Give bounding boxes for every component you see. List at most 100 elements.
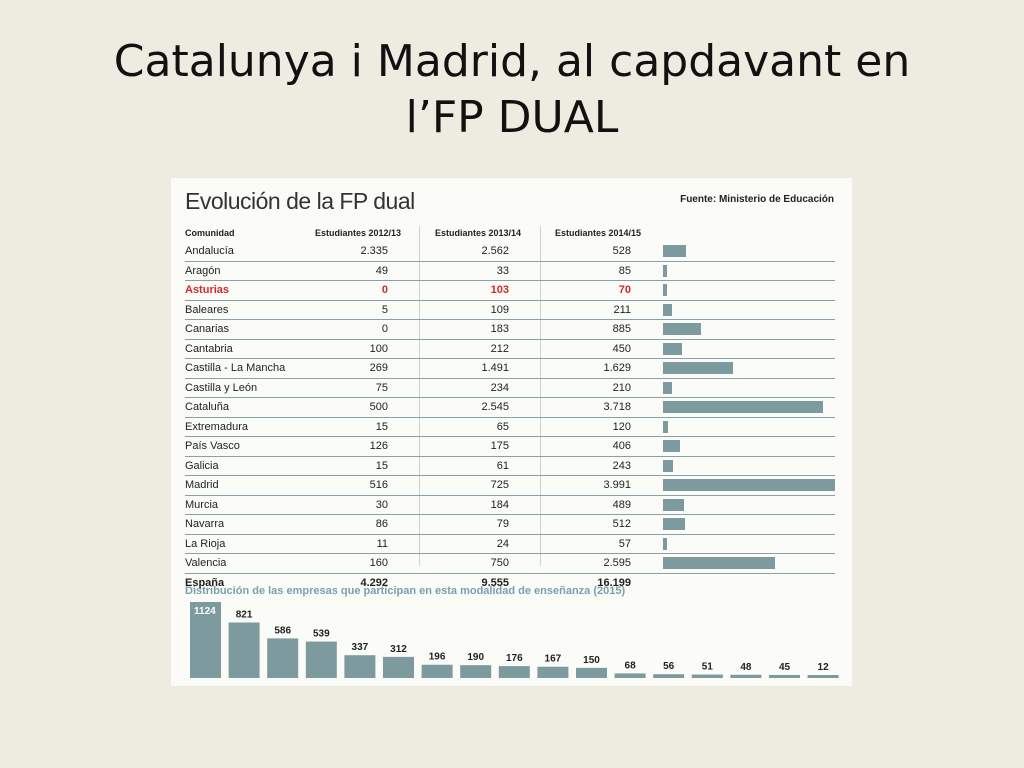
row-name: Castilla - La Mancha	[185, 362, 286, 374]
distribution-value-label: 176	[506, 653, 523, 664]
value-2013: 33	[496, 264, 509, 277]
bar-2014	[663, 362, 734, 374]
distribution-value-label: 312	[390, 644, 407, 655]
value-2013: 109	[490, 303, 509, 316]
value-2012: 30	[375, 498, 388, 511]
table-row: Castilla y León 75 234 210	[185, 379, 835, 398]
distribution-value-label: 45	[779, 662, 791, 673]
table-row: La Rioja 11 24 57	[185, 535, 835, 554]
value-2012: 4.292	[360, 576, 388, 589]
table-row: País Vasco 126 175 406	[185, 437, 835, 457]
distribution-bar	[653, 674, 685, 678]
slide-title-line2: l’FP DUAL	[405, 92, 619, 143]
distribution-bar	[807, 675, 839, 678]
bar-2014	[663, 245, 686, 257]
table-row: Cantabria 100 212 450	[185, 340, 835, 359]
value-2013: 103	[490, 284, 509, 296]
distribution-bar	[228, 622, 260, 678]
table-row: Baleares 5 109 211	[185, 301, 835, 320]
value-2013: 183	[490, 323, 509, 335]
value-2014: 489	[612, 498, 631, 511]
distribution-bar	[769, 674, 800, 678]
distribution-value-label: 539	[313, 629, 330, 640]
slide-title: Catalunya i Madrid, al capdavant en l’FP…	[60, 34, 964, 146]
header-2014: Estudiantes 2014/15	[555, 228, 642, 238]
distribution-bar	[460, 665, 492, 678]
distribution-value-label: 12	[818, 662, 830, 673]
distribution-bar	[267, 638, 299, 678]
value-2014: 211	[613, 303, 631, 316]
value-2013: 2.562	[481, 245, 509, 257]
row-name: Canarias	[185, 323, 230, 335]
value-2014: 528	[612, 245, 631, 257]
value-2013: 212	[490, 342, 509, 355]
row-name: La Rioja	[185, 537, 226, 550]
value-2012: 516	[369, 479, 388, 491]
value-2013: 175	[490, 440, 509, 452]
value-2013: 750	[490, 557, 509, 569]
table-row: Aragón 49 33 85	[185, 262, 835, 281]
value-2013: 1.491	[481, 362, 509, 374]
total-row: España 4.292 9.555 16.199	[185, 574, 835, 593]
bar-2014	[663, 303, 673, 316]
table-row: Andalucía 2.335 2.562 528	[185, 242, 835, 262]
bar-2014	[663, 264, 667, 277]
distribution-value-label: 167	[545, 654, 562, 665]
value-2014: 3.718	[603, 401, 631, 413]
value-2013: 61	[496, 459, 509, 472]
value-2012: 2.335	[360, 245, 388, 257]
bar-2014	[663, 420, 669, 433]
distribution-bar	[576, 667, 607, 678]
value-2014: 16.199	[597, 576, 631, 589]
bar-2014	[663, 498, 685, 511]
value-2012: 15	[375, 459, 388, 472]
distribution-chart: 1124 821 586 539 337 312 196 190 176 167 150 68 56 51…	[190, 602, 839, 678]
bar-2014	[663, 459, 674, 472]
bar-2014	[663, 342, 683, 355]
distribution-bar	[691, 674, 723, 678]
distribution-value-label: 196	[429, 652, 446, 663]
header-comunidad: Comunidad	[185, 228, 235, 238]
row-name: Castilla y León	[185, 381, 258, 394]
value-2012: 0	[381, 284, 388, 296]
header-2013: Estudiantes 2013/14	[435, 228, 522, 238]
row-name: Madrid	[185, 479, 219, 491]
row-name: Asturias	[185, 284, 230, 296]
row-name: España	[185, 576, 225, 589]
value-2014: 70	[618, 284, 631, 296]
value-2014: 3.991	[603, 479, 631, 491]
row-name: Cataluña	[185, 401, 230, 413]
value-2012: 11	[376, 537, 388, 550]
value-2012: 49	[375, 264, 388, 277]
slide-title-line1: Catalunya i Madrid, al capdavant en	[113, 36, 911, 87]
table-row: Valencia 160 750 2.595	[185, 554, 835, 574]
row-name: Extremadura	[185, 420, 248, 433]
row-name: Valencia	[185, 557, 227, 569]
distribution-bar	[344, 655, 376, 678]
bar-2014	[663, 440, 681, 452]
table-row: Extremadura 15 65 120	[185, 418, 835, 437]
value-2012: 100	[369, 342, 388, 355]
row-name: Aragón	[185, 264, 221, 277]
value-2014: 512	[612, 518, 631, 530]
chart-source: Fuente: Ministerio de Educación	[680, 194, 834, 205]
value-2013: 24	[496, 537, 509, 550]
value-2014: 243	[612, 459, 631, 472]
value-2014: 210	[612, 381, 631, 394]
fp-dual-figure: Evolución de la FP dual Fuente: Minister…	[171, 178, 852, 686]
bar-2014	[663, 381, 673, 394]
distribution-value-label: 68	[625, 660, 637, 671]
table-row: Canarias 0 183 885	[185, 320, 835, 340]
bar-2014	[663, 557, 775, 569]
value-2013: 2.545	[481, 401, 509, 413]
value-2014: 120	[612, 420, 631, 433]
distribution-bar	[383, 656, 414, 678]
distribution-value-label: 150	[583, 655, 600, 666]
value-2014: 450	[612, 342, 631, 355]
value-2014: 1.629	[603, 362, 631, 374]
row-name: Cantabria	[185, 342, 233, 355]
value-2014: 2.595	[603, 557, 631, 569]
header-2012: Estudiantes 2012/13	[315, 228, 402, 238]
table-row: Asturias 0 103 70	[185, 281, 835, 301]
distribution-value-label: 337	[352, 642, 369, 653]
